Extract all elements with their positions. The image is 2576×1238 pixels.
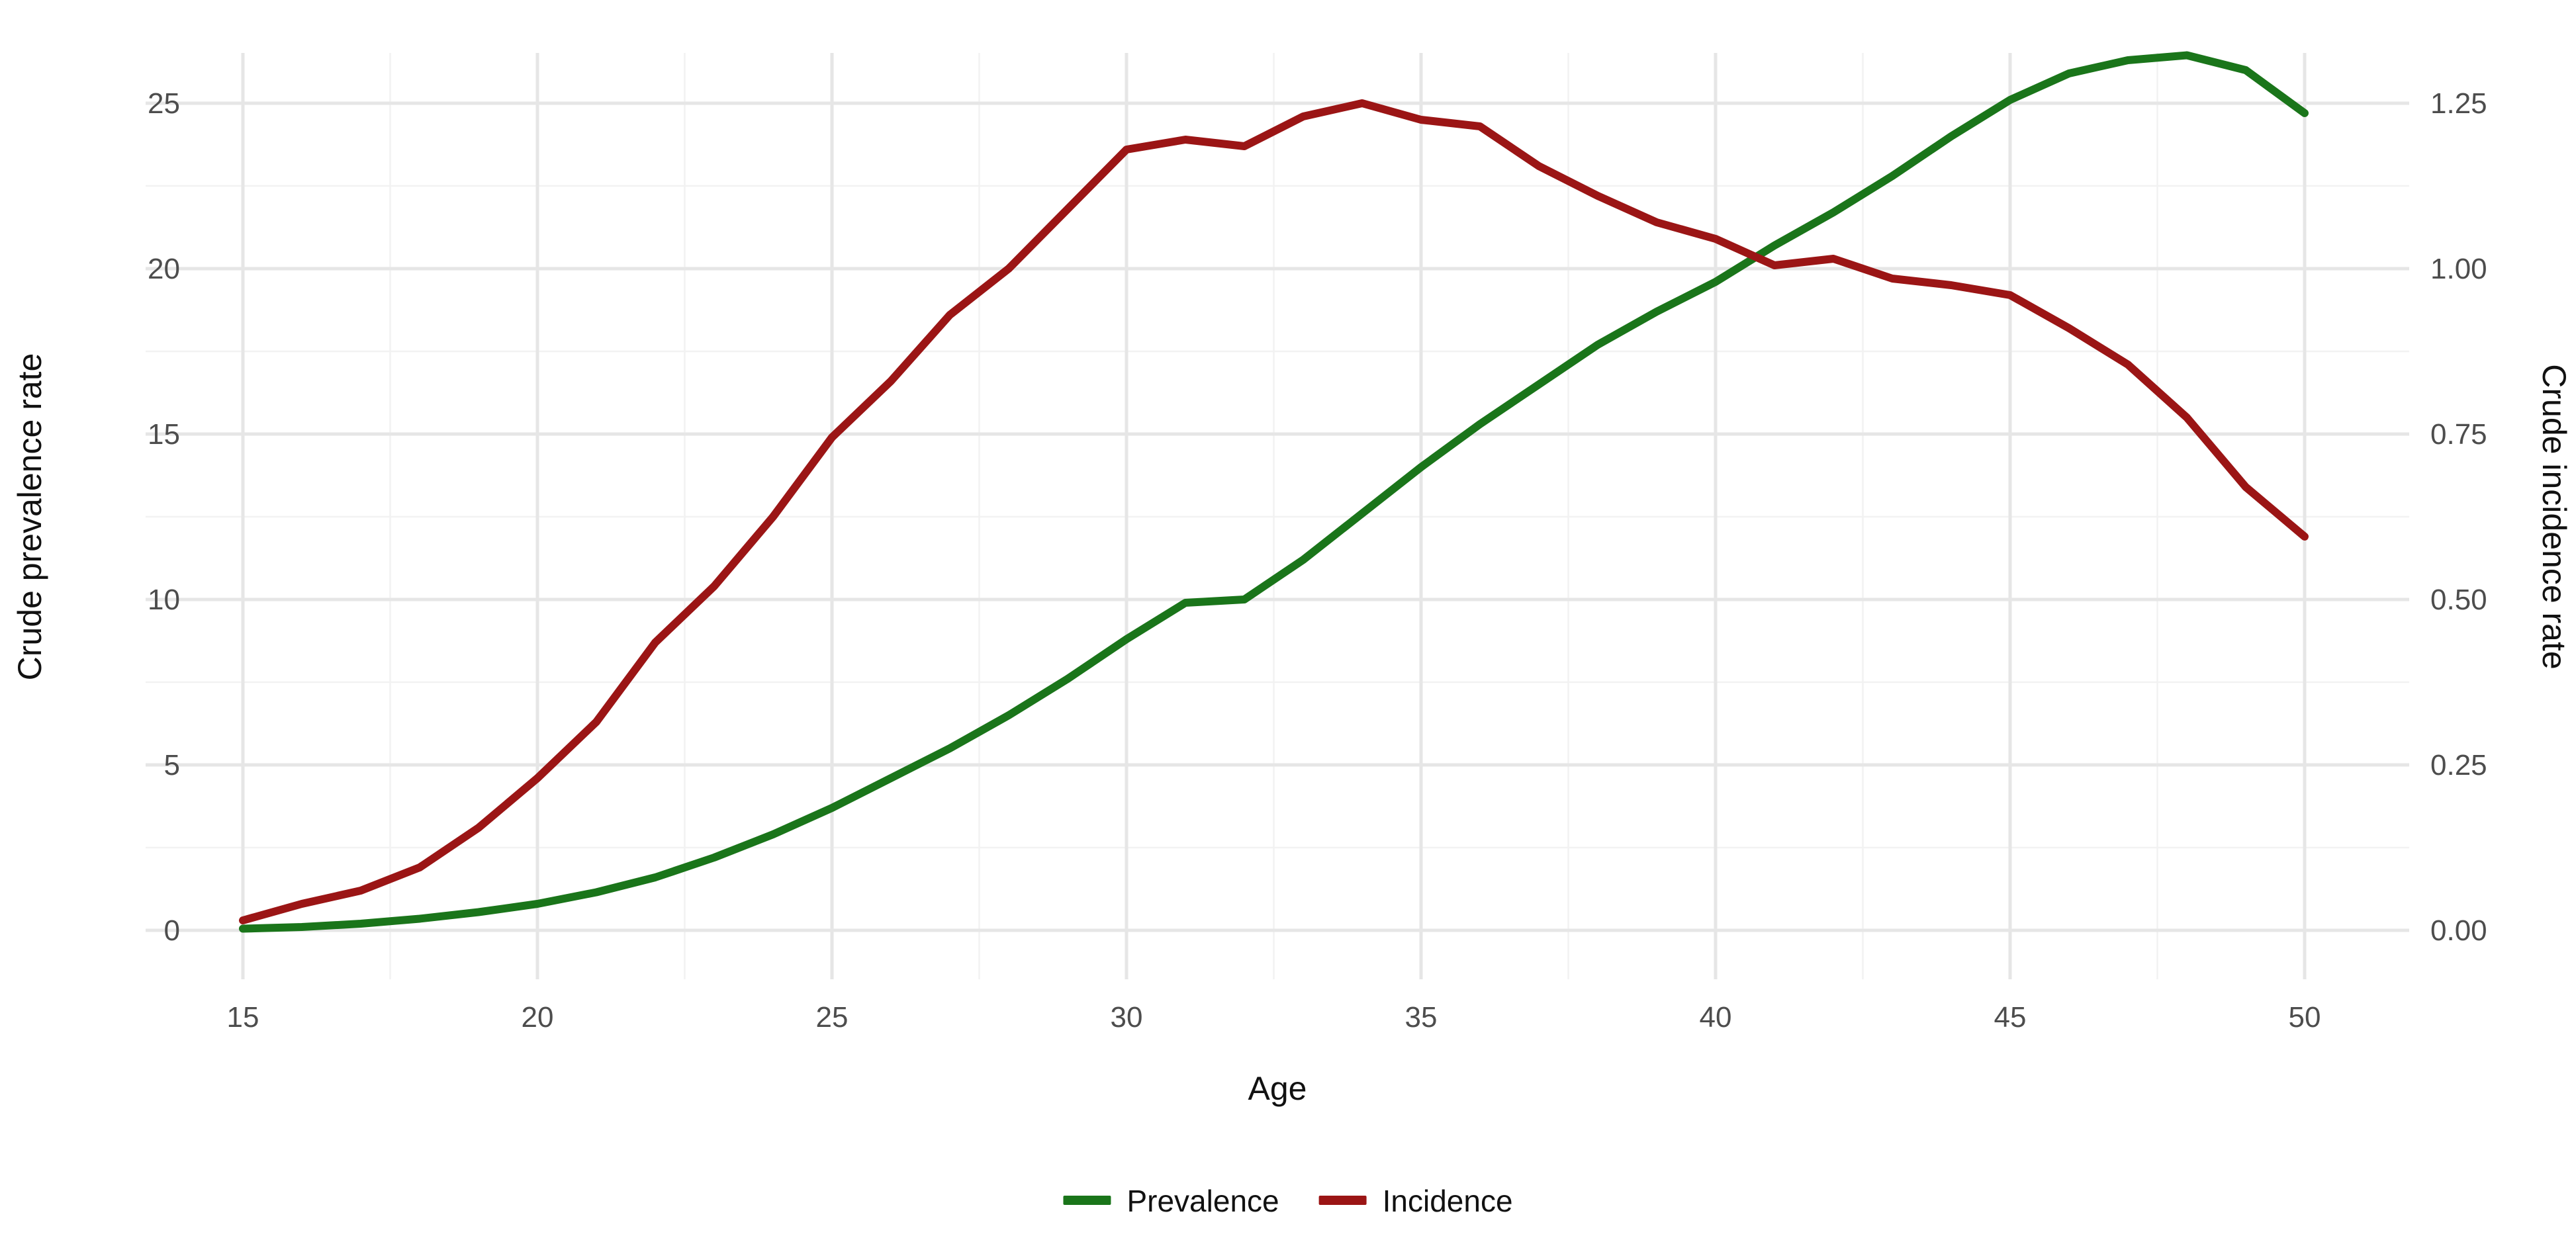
- right-tick-label: 1.25: [2430, 87, 2487, 120]
- x-tick-label: 20: [522, 1001, 554, 1034]
- right-tick-label: 0.25: [2430, 749, 2487, 781]
- x-tick-label: 25: [816, 1001, 849, 1034]
- x-axis-tick-labels: 15 20 25 30 35 40 45 50: [227, 1001, 2321, 1034]
- right-axis-title: Crude incidence rate: [2536, 364, 2573, 669]
- incidence-legend-swatch: [1318, 1196, 1367, 1205]
- right-tick-label: 0.75: [2430, 418, 2487, 451]
- x-tick-label: 30: [1111, 1001, 1143, 1034]
- prevalence-legend-swatch: [1063, 1196, 1111, 1205]
- left-axis-tick-labels: 0 5 10 15 20 25: [148, 87, 180, 947]
- left-tick-label: 15: [148, 418, 180, 451]
- right-axis-tick-labels: 0.00 0.25 0.50 0.75 1.00 1.25: [2430, 87, 2487, 947]
- left-tick-label: 0: [164, 914, 180, 947]
- incidence-legend-label: Incidence: [1383, 1184, 1513, 1218]
- x-axis-title: Age: [1248, 1070, 1307, 1107]
- x-tick-label: 45: [1994, 1001, 2027, 1034]
- left-tick-label: 10: [148, 584, 180, 616]
- left-tick-label: 20: [148, 253, 180, 285]
- right-tick-label: 0.50: [2430, 584, 2487, 616]
- x-tick-label: 50: [2289, 1001, 2321, 1034]
- major-gridlines: [146, 53, 2409, 979]
- prevalence-legend-label: Prevalence: [1127, 1184, 1279, 1218]
- data-series-lines: [239, 51, 2309, 933]
- left-axis-title: Crude prevalence rate: [11, 353, 48, 681]
- right-tick-label: 1.00: [2430, 253, 2487, 285]
- x-tick-label: 15: [227, 1001, 259, 1034]
- left-tick-label: 5: [164, 749, 180, 781]
- incidence-line: [239, 99, 2309, 924]
- legend: Prevalence Incidence: [1063, 1184, 1513, 1218]
- prevalence-line: [239, 51, 2309, 933]
- x-tick-label: 35: [1405, 1001, 1438, 1034]
- right-tick-label: 0.00: [2430, 914, 2487, 947]
- minor-gridlines: [146, 53, 2409, 979]
- left-tick-label: 25: [148, 87, 180, 120]
- x-tick-label: 40: [1700, 1001, 1732, 1034]
